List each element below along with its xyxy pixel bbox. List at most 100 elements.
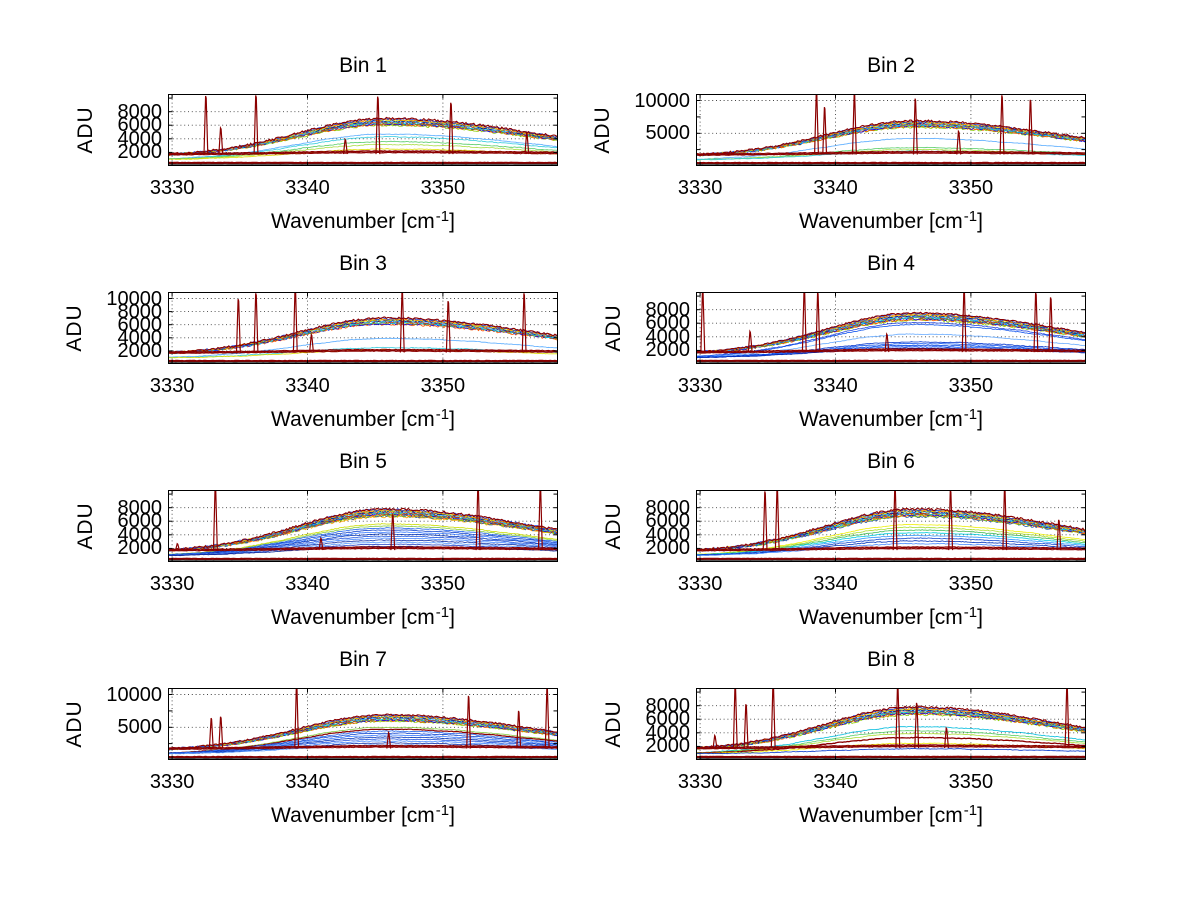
emission-spike xyxy=(253,95,259,155)
y-tick-label: 2000 xyxy=(645,735,691,758)
plot-area xyxy=(696,94,1086,166)
spectrum-line xyxy=(696,321,1086,357)
emission-spike xyxy=(774,490,780,551)
baseline-line xyxy=(168,546,558,551)
subplot-bin-4: Bin 4 ADU 2000 4000 6000 8000 3330 3340 3350 … xyxy=(602,252,1086,431)
x-axis-label-close: ] xyxy=(449,408,455,431)
emission-spike xyxy=(999,95,1005,155)
axes-box xyxy=(696,490,1086,562)
y-tick-label: 4000 xyxy=(645,721,691,744)
emission-spike xyxy=(914,702,920,749)
emission-spike xyxy=(309,332,314,353)
plot-title: Bin 3 xyxy=(339,252,387,275)
subplot-bin-7: Bin 7 ADU 5000 10000 3330 3340 3350 Wavenum… xyxy=(63,648,558,827)
y-tick-label: 6000 xyxy=(645,708,691,731)
y-tick-label: 2000 xyxy=(117,141,163,164)
x-axis-label-sup: -1 xyxy=(435,802,450,819)
y-tick-label: 4000 xyxy=(117,523,163,546)
plot-title: Bin 4 xyxy=(867,252,915,275)
emission-spike xyxy=(1002,490,1008,551)
y-tick-label: 6000 xyxy=(117,313,163,336)
y-axis-label: ADU xyxy=(602,304,625,352)
y-tick-label: 8000 xyxy=(645,298,691,321)
y-axis-label: ADU xyxy=(74,502,97,550)
x-axis-label-close: ] xyxy=(977,408,983,431)
x-tick-label: 3330 xyxy=(677,177,723,199)
baseline-line xyxy=(696,152,1086,157)
plot-title: Bin 8 xyxy=(867,648,915,671)
spectra-lines xyxy=(168,292,558,363)
x-axis-label-close: ] xyxy=(449,804,455,827)
y-axis-label: ADU xyxy=(63,304,86,352)
baseline-line xyxy=(168,348,558,353)
spectra-lines xyxy=(696,688,1086,759)
x-axis-label-close: ] xyxy=(977,210,983,233)
emission-spike xyxy=(851,94,857,155)
emission-spike xyxy=(292,292,298,353)
emission-spike xyxy=(956,129,962,155)
emission-spike xyxy=(294,688,300,749)
spectrum-line xyxy=(168,713,558,750)
x-axis-label: Wavenumber [cm-1] xyxy=(271,209,455,234)
x-tick-label: 3330 xyxy=(149,177,195,199)
x-axis-label-close: ] xyxy=(977,804,983,827)
x-tick-label: 3340 xyxy=(813,177,858,199)
x-axis-label-text: Wavenumber [cm xyxy=(271,210,435,233)
x-tick-label: 3350 xyxy=(420,375,466,397)
x-tick-label: 3330 xyxy=(677,375,723,397)
x-tick-label: 3330 xyxy=(149,771,195,793)
emission-spike xyxy=(814,94,819,155)
baseline-line xyxy=(696,348,1086,353)
y-tick-label: 4000 xyxy=(645,325,691,348)
plot-area xyxy=(696,490,1086,562)
x-axis-label-text: Wavenumber [cm xyxy=(271,804,435,827)
plot-title: Bin 2 xyxy=(867,54,915,77)
emission-spike xyxy=(208,717,214,749)
subplot-bin-1: Bin 1 ADU 2000 4000 6000 8000 3330 3340 3350 … xyxy=(74,54,558,233)
emission-spike xyxy=(253,293,259,353)
plot-title: Bin 7 xyxy=(339,648,387,671)
emission-spike xyxy=(732,688,738,749)
baseline-line xyxy=(696,547,1086,552)
spectrum-line xyxy=(696,508,1086,551)
emission-spike xyxy=(895,688,901,749)
emission-spike xyxy=(466,695,472,749)
emission-spike xyxy=(1028,99,1033,155)
spectra-lines xyxy=(168,95,558,165)
x-axis-label-close: ] xyxy=(449,210,455,233)
baseline-line xyxy=(696,745,1086,750)
x-axis-label: Wavenumber [cm-1] xyxy=(271,407,455,432)
emission-spike xyxy=(747,329,753,353)
y-axis-label: ADU xyxy=(74,106,97,154)
emission-spike xyxy=(218,125,224,155)
plot-title: Bin 5 xyxy=(339,450,387,473)
subplot-bin-6: Bin 6 ADU 2000 4000 6000 8000 3330 3340 3350 … xyxy=(602,450,1086,629)
emission-spike xyxy=(386,730,392,749)
emission-spike xyxy=(1033,292,1039,353)
emission-spike xyxy=(524,130,530,155)
spectra-lines xyxy=(168,688,558,759)
subplot-bin-2: Bin 2 ADU 5000 10000 3330 3340 3350 Wavenum… xyxy=(591,54,1086,233)
emission-spike xyxy=(762,491,768,551)
baseline-line xyxy=(696,349,1086,353)
x-axis-label-close: ] xyxy=(977,606,983,629)
plot-title: Bin 6 xyxy=(867,450,915,473)
emission-spike xyxy=(892,490,898,551)
x-axis-label-text: Wavenumber [cm xyxy=(271,606,435,629)
emission-spike xyxy=(235,299,241,353)
baseline-line xyxy=(168,350,558,354)
emission-spike xyxy=(815,292,821,353)
spectrum-line xyxy=(168,734,558,754)
emission-spike xyxy=(445,301,451,353)
baseline-line xyxy=(168,349,558,354)
x-tick-label: 3350 xyxy=(948,771,994,793)
x-tick-label: 3340 xyxy=(813,573,858,595)
emission-spike xyxy=(912,98,918,155)
emission-spike xyxy=(375,96,381,155)
emission-spike xyxy=(961,292,967,353)
spectrum-line xyxy=(696,333,1086,358)
x-tick-label: 3340 xyxy=(285,771,330,793)
x-axis-label-text: Wavenumber [cm xyxy=(799,210,963,233)
y-tick-label: 2000 xyxy=(117,537,163,560)
